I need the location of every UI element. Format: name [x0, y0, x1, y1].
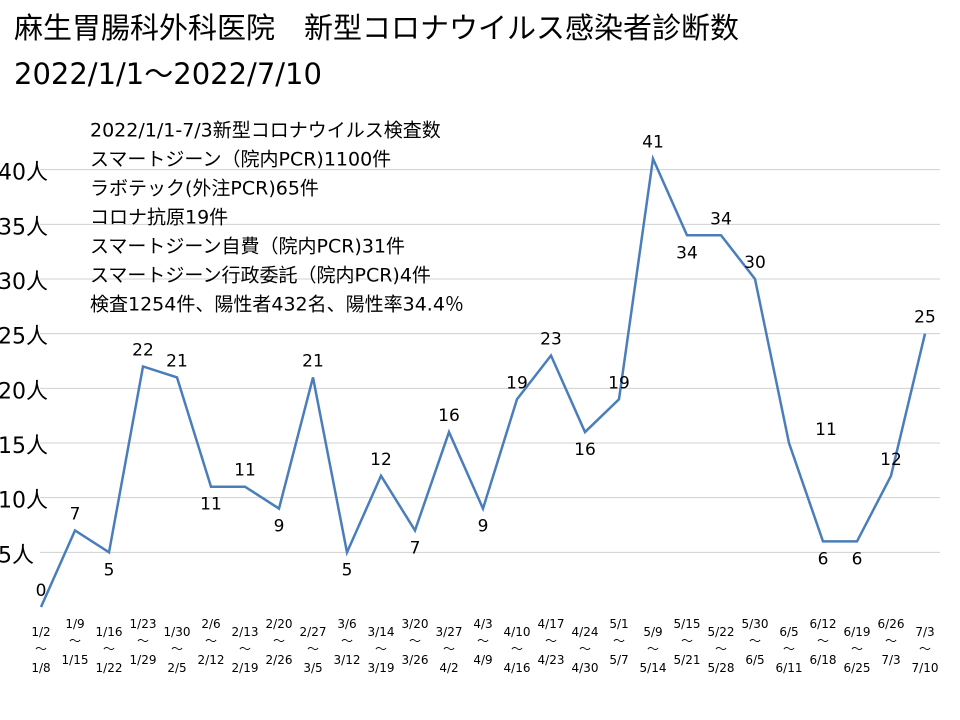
- x-tick-label: 4/24 ～ 4/30: [572, 625, 599, 675]
- x-tick-label: 5/22 ～ 5/28: [708, 625, 735, 675]
- y-tick-label: 30人: [0, 270, 48, 295]
- x-tick-label: 2/6 ～ 2/12: [198, 617, 225, 667]
- x-tick-label: 5/30 ～ 6/5: [742, 617, 769, 667]
- x-tick-label: 3/14 ～ 3/19: [368, 625, 395, 675]
- data-label: 5: [342, 560, 353, 580]
- y-tick-label: 25人: [0, 325, 48, 350]
- data-label: 19: [608, 373, 630, 393]
- x-tick-label: 3/20 ～ 3/26: [402, 617, 429, 667]
- data-label: 34: [710, 209, 732, 229]
- x-tick-label: 5/15 ～ 5/21: [674, 617, 701, 667]
- x-tick-label: 6/19 ～ 6/25: [844, 625, 871, 675]
- data-label: 16: [438, 406, 460, 426]
- x-tick-label: 1/23 ～ 1/29: [130, 617, 157, 667]
- data-label: 0: [36, 581, 47, 601]
- data-label: 21: [302, 351, 324, 371]
- x-tick-label: 5/9 ～ 5/14: [640, 625, 667, 675]
- annotation: スマートジーン自費（院内PCR)31件: [90, 236, 405, 258]
- data-label: 7: [70, 504, 81, 524]
- x-tick-label: 6/12 ～ 6/18: [810, 617, 837, 667]
- data-label: 22: [132, 340, 154, 360]
- data-label: 25: [914, 308, 936, 328]
- x-tick-label: 6/26 ～ 7/3: [878, 617, 905, 667]
- data-label: 11: [200, 495, 222, 515]
- data-label: 19: [506, 373, 528, 393]
- stray-label: 11: [815, 420, 837, 440]
- data-label: 7: [410, 538, 421, 558]
- data-label: 12: [370, 450, 392, 470]
- data-line: [39, 154, 927, 608]
- data-label: 11: [234, 461, 256, 481]
- data-label: 34: [676, 243, 698, 263]
- data-label: 41: [642, 133, 664, 153]
- x-tick-label: 2/27 ～ 3/5: [300, 625, 327, 675]
- annotation: 検査1254件、陽性者432名、陽性率34.4％: [90, 294, 464, 316]
- y-tick-label: 35人: [0, 215, 48, 240]
- x-tick-label: 4/3 ～ 4/9: [473, 617, 492, 667]
- data-label: 30: [744, 253, 766, 273]
- data-label: 16: [574, 440, 596, 460]
- x-tick-label: 3/6 ～ 3/12: [334, 617, 361, 667]
- annotation: 2022/1/1-7/3新型コロナウイルス検査数: [90, 120, 441, 142]
- x-tick-label: 1/16 ～ 1/22: [96, 625, 123, 675]
- x-tick-label: 3/27 ～ 4/2: [436, 625, 463, 675]
- data-label: 6: [818, 549, 829, 569]
- data-label: 9: [478, 517, 489, 537]
- y-tick-label: 5人: [0, 543, 34, 568]
- y-tick-label: 40人: [0, 161, 48, 186]
- data-label: 21: [166, 351, 188, 371]
- x-tick-label: 2/20 ～ 2/26: [266, 617, 293, 667]
- x-tick-label: 1/2 ～ 1/8: [31, 625, 50, 675]
- annotation: スマートジーン行政委託（院内PCR)4件: [90, 265, 431, 287]
- chart-title: 麻生胃腸科外科医院 新型コロナウイルス感染者診断数: [14, 11, 739, 45]
- x-tick-label: 2/13 ～ 2/19: [232, 625, 259, 675]
- chart-subtitle: 2022/1/1～2022/7/10: [14, 57, 322, 91]
- annotation: スマートジーン（院内PCR)1100件: [90, 149, 391, 171]
- data-label: 5: [104, 560, 115, 580]
- annotation: ラボテック(外注PCR)65件: [90, 178, 319, 200]
- y-tick-label: 15人: [0, 434, 48, 459]
- x-tick-label: 6/5 ～ 6/11: [776, 625, 803, 675]
- data-label: 12: [880, 450, 902, 470]
- x-tick-label: 1/30 ～ 2/5: [164, 625, 191, 675]
- x-tick-label: 4/10 ～ 4/16: [504, 625, 531, 675]
- y-tick-label: 20人: [0, 379, 48, 404]
- y-tick-label: 10人: [0, 489, 48, 514]
- data-label: 23: [540, 330, 562, 350]
- data-label: 6: [852, 549, 863, 569]
- annotation: コロナ抗原19件: [90, 207, 228, 229]
- x-tick-label: 1/9 ～ 1/15: [62, 617, 89, 667]
- x-tick-label: 7/3 ～ 7/10: [912, 625, 939, 675]
- x-tick-label: 5/1 ～ 5/7: [609, 617, 628, 667]
- x-tick-label: 4/17 ～ 4/23: [538, 617, 565, 667]
- data-label: 9: [274, 517, 285, 537]
